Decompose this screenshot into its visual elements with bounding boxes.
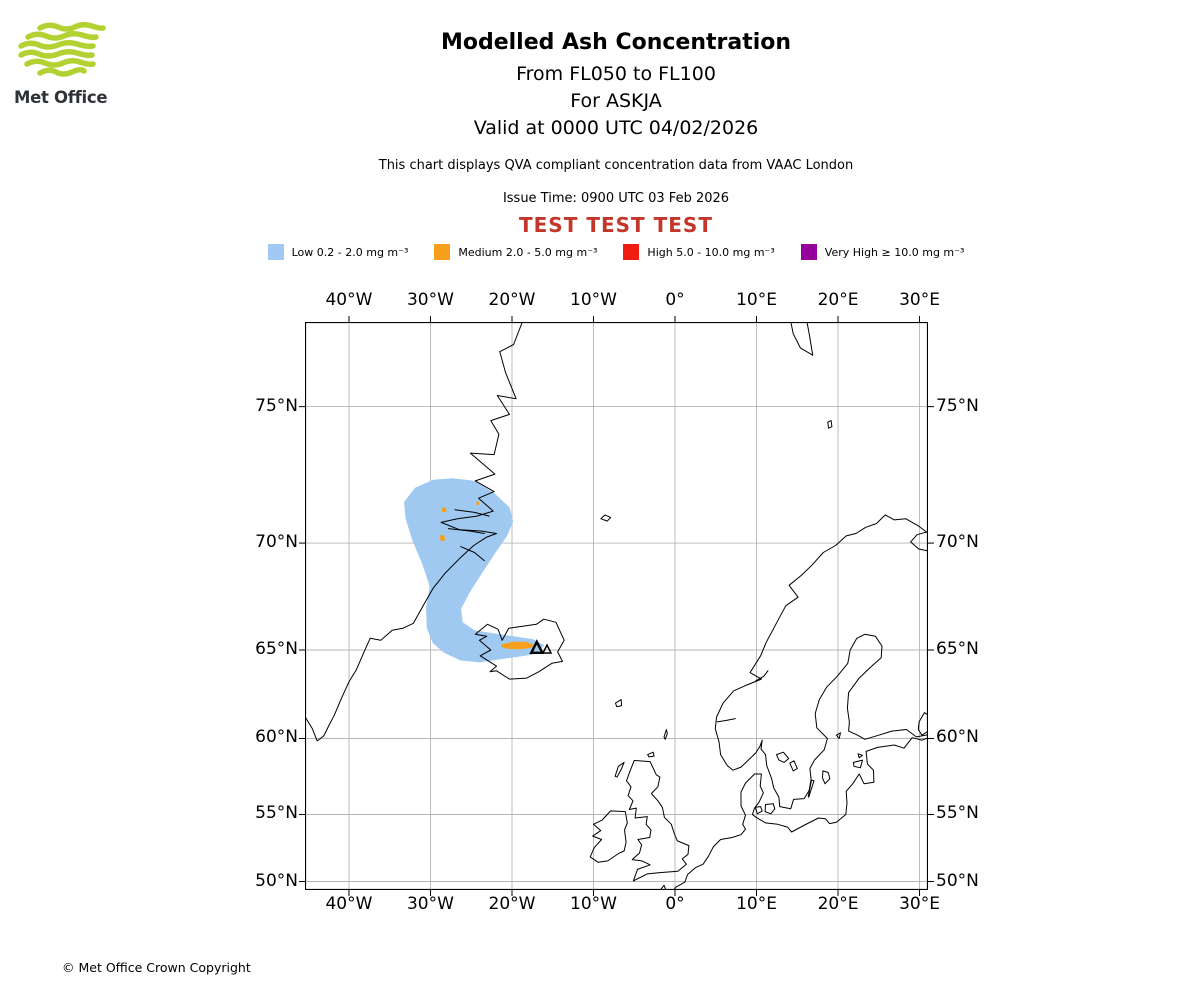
volcano-subtitle: For ASKJA xyxy=(570,90,662,112)
coastline-orkney xyxy=(647,751,655,758)
coastline-ireland xyxy=(589,810,628,863)
lat-tick-label-right: 55°N xyxy=(936,803,979,824)
legend-label-very_high: Very High ≥ 10.0 mg m⁻³ xyxy=(824,245,965,259)
legend-item-very_high: Very High ≥ 10.0 mg m⁻³ xyxy=(800,244,965,260)
lon-tick-label-top: 40°W xyxy=(325,290,373,310)
ash-area-medium xyxy=(441,507,447,513)
legend-item-medium: Medium 2.0 - 5.0 mg m⁻³ xyxy=(434,244,597,260)
lat-tick-label-left: 75°N xyxy=(255,395,298,416)
coastline-funen xyxy=(754,806,763,815)
met-office-logo-waves xyxy=(18,21,106,77)
map xyxy=(305,322,928,890)
legend-swatch-very_high xyxy=(800,244,817,260)
ash-area-medium xyxy=(501,641,534,650)
legend-swatch-low xyxy=(267,244,284,260)
legend-label-high: High 5.0 - 10.0 mg m⁻³ xyxy=(647,245,775,259)
lat-tick-label-right: 75°N xyxy=(936,395,979,416)
copyright-notice: © Met Office Crown Copyright xyxy=(62,960,251,975)
met-office-logo xyxy=(14,21,110,86)
coastline-oland xyxy=(807,779,815,798)
valid-time-subtitle: Valid at 0000 UTC 04/02/2026 xyxy=(473,117,759,139)
lon-tick-label-bottom: 40°W xyxy=(325,894,373,914)
coastline-greenland-fjord-1 xyxy=(454,509,490,517)
lon-tick-label-top: 20°W xyxy=(488,290,536,310)
lat-tick-label-right: 70°N xyxy=(936,532,979,553)
coastline-saaremaa xyxy=(853,759,863,769)
volcano-marker xyxy=(541,643,553,654)
lat-tick-label-left: 60°N xyxy=(255,727,298,748)
legend: Low 0.2 - 2.0 mg m⁻³ Medium 2.0 - 5.0 mg … xyxy=(33,244,1199,260)
coastline-vanern xyxy=(776,751,790,763)
page-title: Modelled Ash Concentration xyxy=(440,30,792,55)
lat-tick-label-right: 50°N xyxy=(936,870,979,891)
lat-tick-label-right: 65°N xyxy=(936,639,979,659)
legend-swatch-high xyxy=(623,244,640,260)
coastline-kola-varanger xyxy=(910,531,928,552)
coastline-sognefjord xyxy=(716,718,736,723)
lon-tick-label-top: 10°W xyxy=(570,290,617,310)
lon-tick-label-top: 20°E xyxy=(817,290,859,310)
compliance-note: This chart displays QVA compliant concen… xyxy=(378,158,854,173)
coastline-bear-island xyxy=(827,420,833,429)
coastline-greenland xyxy=(305,322,523,742)
coastline-trondheimsfjord xyxy=(755,670,769,682)
lat-tick-label-left: 55°N xyxy=(255,803,298,824)
coastline-aland xyxy=(835,732,841,739)
coastline-continental-europe-baltic-south xyxy=(659,737,928,890)
flight-level-subtitle: From FL050 to FL100 xyxy=(516,63,716,85)
lon-tick-label-bottom: 10°W xyxy=(570,894,617,914)
coastline-vattern xyxy=(789,760,798,772)
lon-tick-label-bottom: 20°W xyxy=(488,894,536,914)
ash-area-low xyxy=(404,478,545,663)
legend-item-low: Low 0.2 - 2.0 mg m⁻³ xyxy=(267,244,409,260)
coastline-svalbard xyxy=(790,322,814,356)
lon-tick-label-bottom: 30°W xyxy=(406,894,454,914)
lon-tick-label-bottom: 10°E xyxy=(736,894,777,914)
test-banner: TEST TEST TEST xyxy=(519,213,713,237)
legend-label-medium: Medium 2.0 - 5.0 mg m⁻³ xyxy=(458,245,598,259)
coastline-gotland xyxy=(822,770,831,785)
coastline-outer-hebrides xyxy=(614,761,625,778)
lat-tick-label-left: 70°N xyxy=(255,532,298,553)
lon-tick-label-top: 0° xyxy=(665,290,685,310)
ash-area-medium xyxy=(439,534,446,542)
coastline-ladoga xyxy=(917,712,928,736)
legend-label-low: Low 0.2 - 2.0 mg m⁻³ xyxy=(291,245,409,259)
coastline-faroe-islands xyxy=(615,699,623,708)
coastline-greenland-fjord-2 xyxy=(447,528,485,534)
coastline-greenland-fjord-3 xyxy=(460,546,485,562)
lon-tick-label-top: 10°E xyxy=(736,290,777,310)
met-office-logo-text: Met Office xyxy=(14,88,108,107)
legend-swatch-medium xyxy=(434,244,451,260)
lat-tick-label-right: 60°N xyxy=(936,727,979,748)
coastline-iceland xyxy=(474,618,565,680)
map-border xyxy=(305,322,928,890)
coastline-scandinavia-baltic xyxy=(714,514,928,810)
coastline-great-britain xyxy=(626,760,690,882)
lon-tick-label-bottom: 0° xyxy=(665,894,685,914)
issue-time: Issue Time: 0900 UTC 03 Feb 2026 xyxy=(502,191,730,206)
lon-tick-label-top: 30°W xyxy=(406,290,454,310)
coastline-jan-mayen xyxy=(600,514,612,522)
lon-tick-label-bottom: 30°E xyxy=(899,894,940,914)
volcano-marker xyxy=(529,639,545,654)
coastline-shetland xyxy=(663,729,668,740)
coastline-hiiumaa xyxy=(857,753,863,759)
lon-tick-label-top: 30°E xyxy=(899,290,940,310)
lat-tick-label-left: 50°N xyxy=(255,870,298,891)
legend-item-high: High 5.0 - 10.0 mg m⁻³ xyxy=(623,244,775,260)
coastline-zealand xyxy=(764,803,776,815)
ash-area-medium xyxy=(476,501,480,506)
lon-tick-label-bottom: 20°E xyxy=(817,894,859,914)
lat-tick-label-left: 65°N xyxy=(255,639,298,659)
